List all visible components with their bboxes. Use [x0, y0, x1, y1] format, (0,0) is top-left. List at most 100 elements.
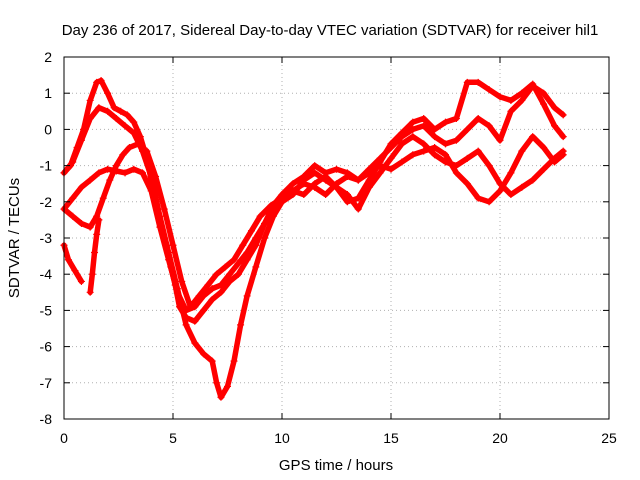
- data-point: [300, 191, 308, 199]
- data-point: [442, 118, 449, 126]
- data-point: [77, 277, 85, 285]
- data-point: [333, 165, 340, 173]
- data-point: [409, 125, 417, 133]
- data-point: [234, 259, 242, 267]
- data-point: [354, 176, 362, 184]
- data-point: [130, 129, 138, 137]
- grid: [64, 57, 609, 419]
- data-point: [409, 118, 417, 126]
- data-point: [69, 158, 77, 166]
- data-point: [431, 125, 439, 133]
- data-point: [463, 125, 471, 133]
- data-point: [311, 169, 319, 177]
- series-trace: [61, 104, 566, 401]
- data-point: [86, 115, 94, 123]
- data-point: [398, 140, 406, 148]
- data-point: [300, 172, 308, 180]
- data-point: [365, 165, 373, 173]
- data-point: [95, 104, 103, 112]
- series-4: [60, 78, 567, 311]
- data-point: [178, 277, 186, 285]
- data-point: [485, 162, 493, 170]
- data-point: [77, 220, 85, 228]
- data-point: [182, 321, 190, 329]
- data-point: [204, 281, 212, 289]
- data-point: [230, 256, 238, 264]
- data-point: [442, 140, 449, 148]
- data-point: [322, 172, 330, 180]
- x-tick-label: 15: [383, 430, 399, 446]
- data-point: [551, 122, 558, 130]
- data-point: [95, 169, 103, 177]
- data-point: [496, 187, 504, 195]
- chart-title: Day 236 of 2017, Sidereal Day-to-day VTE…: [62, 22, 599, 39]
- data-point: [420, 140, 428, 148]
- data-point: [540, 165, 548, 173]
- y-tick-label: -8: [40, 411, 53, 427]
- data-point: [77, 183, 85, 191]
- data-point: [77, 136, 85, 144]
- data-point: [208, 357, 216, 365]
- data-point: [398, 158, 406, 166]
- axis-ticks: [63, 56, 610, 420]
- data-point: [226, 270, 234, 278]
- data-point: [93, 230, 101, 238]
- data-point: [186, 303, 194, 311]
- x-tick-label: 10: [274, 430, 290, 446]
- data-point: [169, 241, 177, 249]
- data-point: [138, 169, 146, 177]
- data-point: [474, 194, 482, 202]
- data-point: [256, 212, 264, 220]
- data-point: [104, 107, 112, 115]
- tick-labels: 0 5 10 15 20 25 -8 -7 -6 -5 -4 -3 -2 -1 0 1 2: [40, 49, 617, 446]
- data-point: [160, 205, 168, 213]
- series-trace: [61, 79, 566, 310]
- data-point: [420, 115, 428, 123]
- data-point: [507, 107, 515, 115]
- data-point: [409, 151, 417, 159]
- data-point: [86, 288, 94, 296]
- data-point: [507, 96, 515, 104]
- y-axis-label: SDTVAR / TECUs: [6, 178, 23, 298]
- data-point: [125, 144, 133, 151]
- data-point: [559, 111, 567, 119]
- data-point: [252, 263, 260, 271]
- data-point: [496, 136, 504, 144]
- data-point: [200, 306, 208, 314]
- data-point: [518, 96, 526, 104]
- data-point: [121, 122, 129, 130]
- data-point: [343, 169, 351, 177]
- data-point: [431, 151, 439, 159]
- data-point: [191, 317, 199, 325]
- data-point: [559, 151, 567, 159]
- data-point: [485, 86, 493, 94]
- data-point: [463, 180, 471, 188]
- data-point: [213, 379, 221, 387]
- data-point: [147, 187, 155, 195]
- x-tick-label: 25: [601, 430, 617, 446]
- data-point: [529, 80, 537, 88]
- y-tick-label: -3: [40, 230, 53, 246]
- x-axis-label: GPS time / hours: [279, 457, 393, 474]
- data-point: [234, 270, 242, 278]
- data-point: [354, 205, 362, 213]
- data-point: [267, 201, 275, 209]
- data-point: [121, 169, 129, 177]
- data-point: [86, 176, 94, 184]
- data-point: [237, 321, 245, 329]
- data-point: [518, 183, 526, 191]
- data-point: [278, 194, 286, 202]
- y-tick-label: -2: [40, 194, 53, 210]
- data-point: [112, 162, 120, 170]
- data-point: [130, 165, 138, 173]
- data-point: [93, 78, 101, 86]
- data-series: [60, 77, 567, 401]
- series-6: [86, 216, 103, 296]
- data-point: [474, 78, 482, 86]
- data-point: [485, 198, 493, 206]
- data-point: [213, 270, 221, 278]
- data-point: [243, 292, 251, 300]
- data-point: [551, 104, 558, 112]
- data-point: [540, 100, 548, 108]
- data-point: [110, 104, 118, 112]
